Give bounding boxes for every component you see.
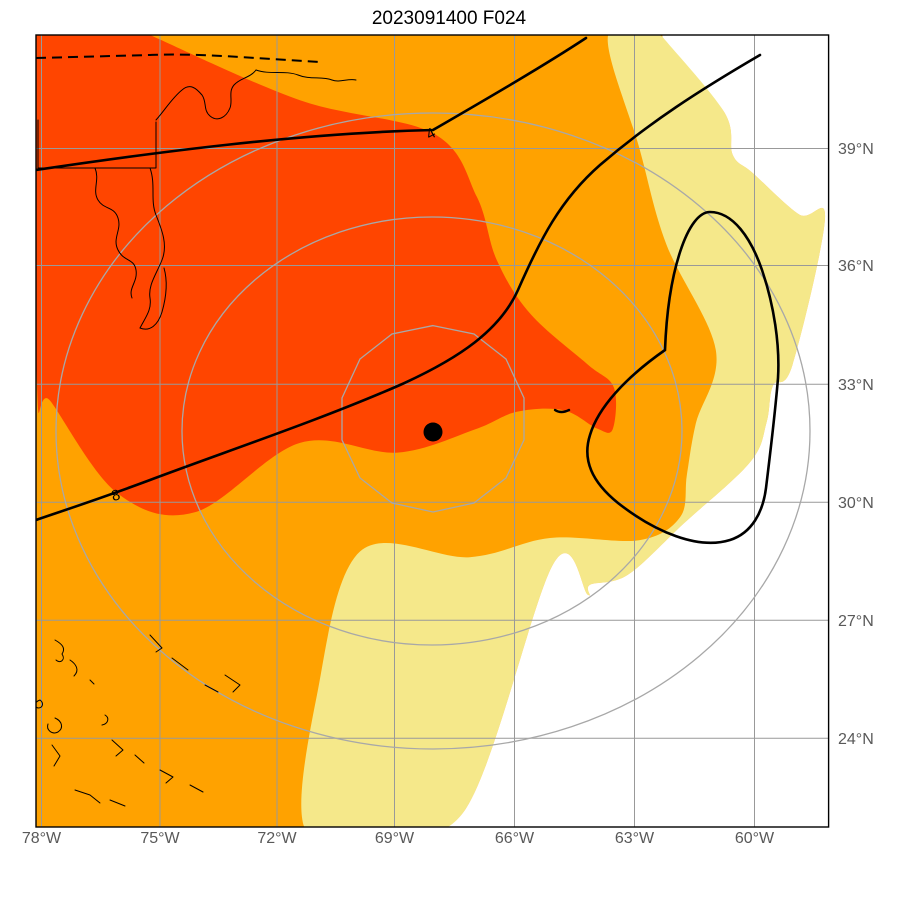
svg-text:66°W: 66°W (495, 830, 535, 847)
svg-text:75°W: 75°W (140, 830, 180, 847)
svg-text:69°W: 69°W (375, 830, 415, 847)
svg-text:27°N: 27°N (838, 613, 874, 630)
svg-text:24°N: 24°N (838, 731, 874, 748)
svg-text:72°W: 72°W (257, 830, 297, 847)
svg-text:30°N: 30°N (838, 495, 874, 512)
svg-text:39°N: 39°N (838, 141, 874, 158)
svg-text:60°W: 60°W (735, 830, 775, 847)
svg-text:63°W: 63°W (615, 830, 655, 847)
svg-text:33°N: 33°N (838, 377, 874, 394)
svg-text:36°N: 36°N (838, 258, 874, 275)
svg-text:78°W: 78°W (22, 830, 62, 847)
